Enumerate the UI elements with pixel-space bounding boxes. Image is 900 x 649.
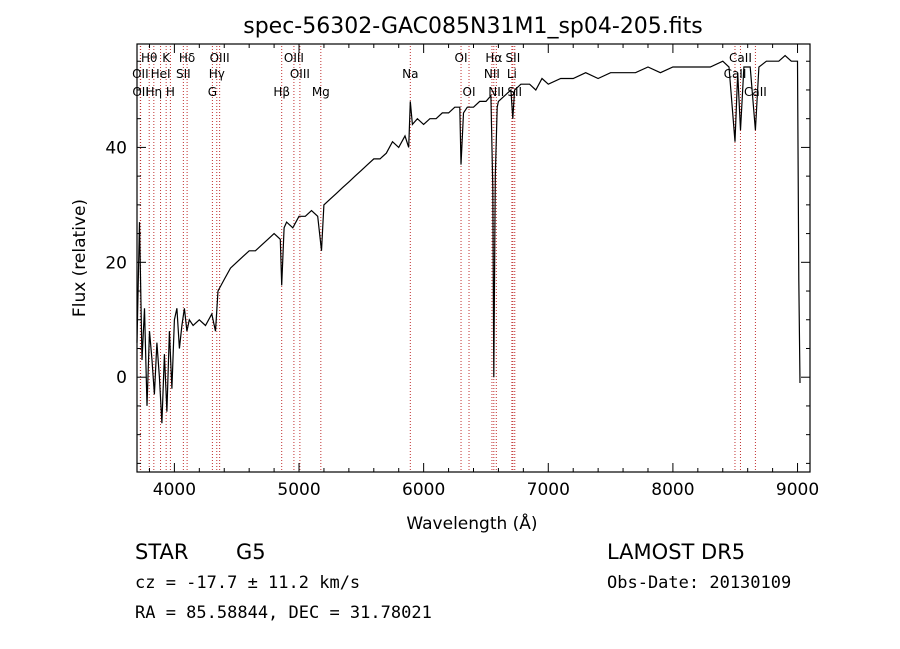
redshift-cz: cz = -17.7 ± 11.2 km/s <box>135 573 361 593</box>
line-label-4: HeI <box>151 67 171 81</box>
chart-title: spec-56302-GAC085N31M1_sp04-205.fits <box>243 14 703 39</box>
line-label-12: OIII <box>284 51 304 65</box>
line-label-19: Hα <box>485 51 502 65</box>
line-label-25: CaII <box>729 51 752 65</box>
x-tick-label-3: 7000 <box>527 480 570 500</box>
x-tick-label-2: 6000 <box>402 480 445 500</box>
line-label-17: OI <box>455 51 468 65</box>
x-axis-label: Wavelength (Å) <box>406 512 537 534</box>
y-tick-label-1: 20 <box>105 253 127 273</box>
line-label-14: Hβ <box>273 85 290 99</box>
y-tick-label-2: 40 <box>105 138 127 158</box>
line-label-18: OI <box>463 85 476 99</box>
line-label-10: Hγ <box>209 67 225 81</box>
line-label-13: OIII <box>290 67 310 81</box>
line-label-3: K <box>162 51 171 65</box>
line-label-23: Li <box>507 67 517 81</box>
line-label-5: Hη <box>146 85 163 99</box>
emission-lines <box>139 46 756 472</box>
x-tick-label-0: 4000 <box>153 480 196 500</box>
line-label-27: CaII <box>744 85 767 99</box>
x-axis: 4000 5000 6000 7000 8000 9000 <box>148 44 819 500</box>
y-axis-label: Flux (relative) <box>70 199 90 317</box>
line-label-7: SII <box>176 67 191 81</box>
line-label-8: H <box>166 85 175 99</box>
y-axis: 0 20 40 <box>105 60 810 464</box>
line-label-22: SII <box>506 51 521 65</box>
spectrum-series <box>136 54 801 424</box>
line-label-1: OII <box>132 67 149 81</box>
line-label-9: OIII <box>210 51 230 65</box>
line-label-20: NII <box>484 67 500 81</box>
plot-frame <box>136 43 811 473</box>
x-tick-label-5: 9000 <box>776 480 819 500</box>
y-tick-label-0: 0 <box>116 368 127 388</box>
line-label-6: Hδ <box>179 51 195 65</box>
object-subclass: G5 <box>236 540 266 564</box>
x-tick-label-4: 8000 <box>651 480 694 500</box>
line-label-11: G <box>208 85 217 99</box>
object-class: STAR <box>135 540 189 564</box>
x-tick-label-1: 5000 <box>277 480 320 500</box>
line-label-15: Mg <box>312 85 330 99</box>
survey-name: LAMOST DR5 <box>607 540 746 564</box>
line-label-0: Hθ <box>141 51 157 65</box>
coordinates: RA = 85.58844, DEC = 31.78021 <box>135 603 432 623</box>
line-label-16: Na <box>402 67 418 81</box>
line-label-21: NII <box>488 85 504 99</box>
observation-date: Obs-Date: 20130109 <box>607 573 792 593</box>
